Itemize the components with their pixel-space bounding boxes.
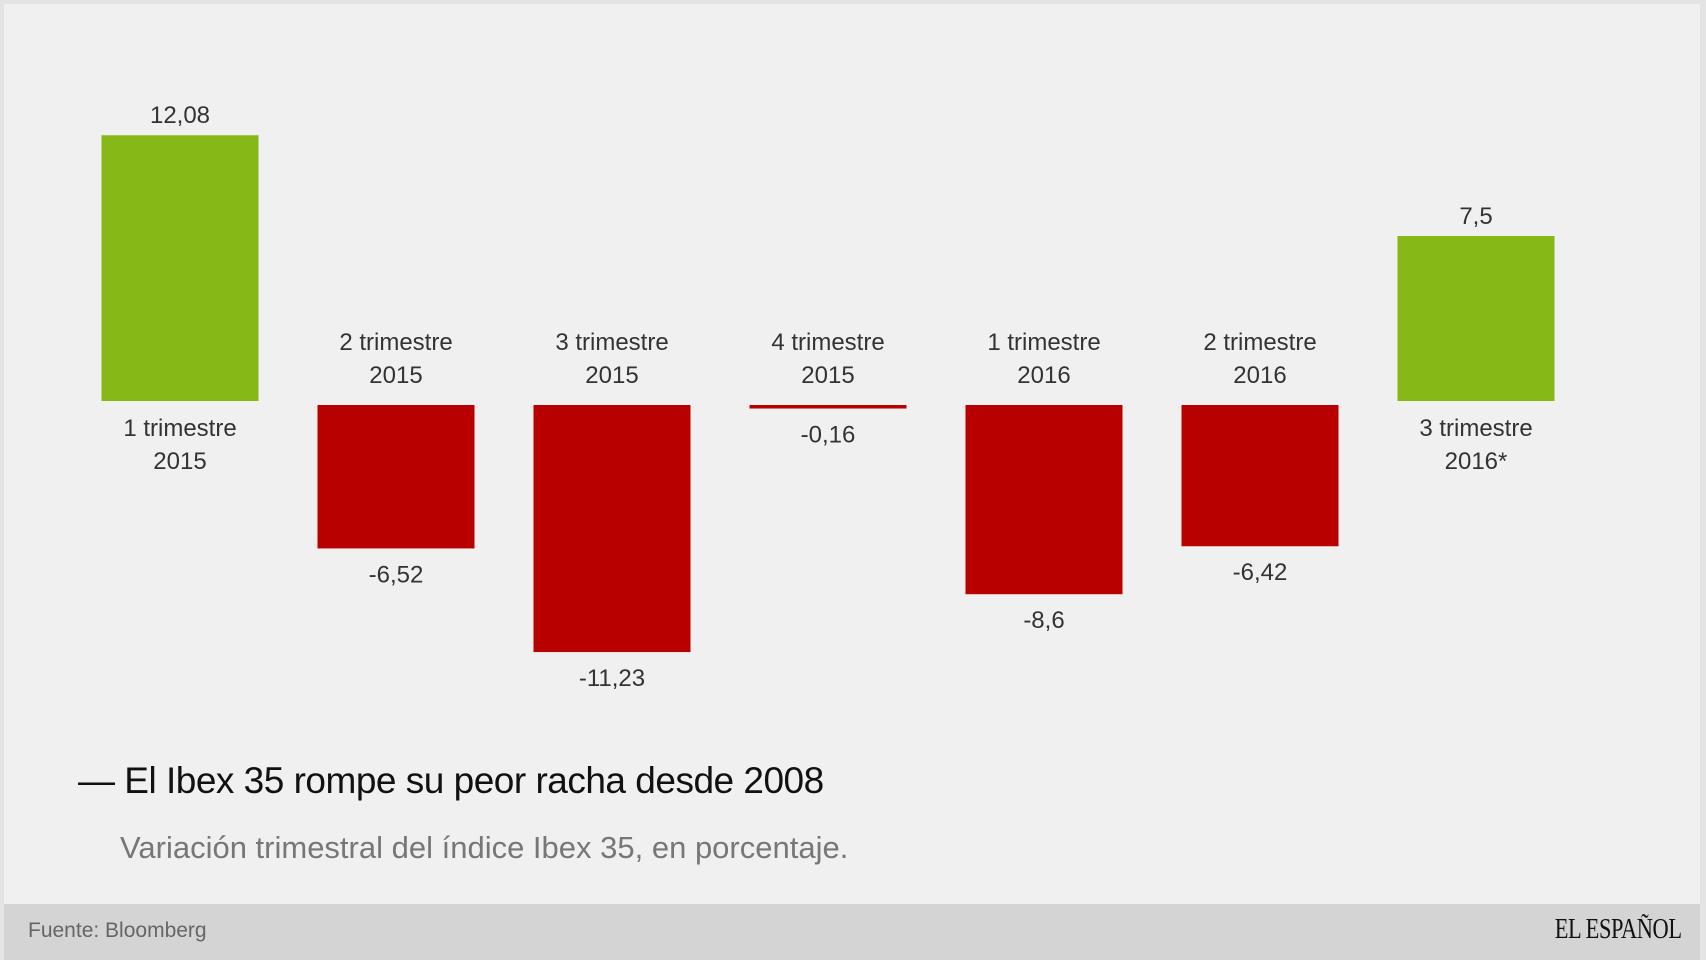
category-label: 3 trimestre	[555, 329, 668, 356]
category-label: 4 trimestre	[771, 329, 884, 356]
value-label: -0,16	[801, 422, 856, 449]
category-label: 2015	[801, 362, 854, 389]
bar-3	[533, 405, 691, 653]
chart-panel: 12,08 1 trimestre 2015 2 trimestre 2015 -6,52…	[4, 4, 1700, 904]
value-label: -6,52	[369, 561, 424, 588]
bar-2	[317, 405, 475, 549]
value-label: 12,08	[150, 102, 210, 129]
value-label: -6,42	[1233, 559, 1288, 586]
category-label: 2016	[1017, 362, 1070, 389]
category-label: 1 trimestre	[123, 415, 236, 442]
category-label: 2015	[153, 448, 206, 475]
bar-5	[965, 405, 1123, 595]
category-label: 3 trimestre	[1419, 415, 1532, 442]
bar-chart: 12,08 1 trimestre 2015 2 trimestre 2015 -6,52…	[101, 102, 1555, 692]
chart-title: — El Ibex 35 rompe su peor racha desde 2…	[78, 760, 824, 801]
source-note: Fuente: Bloomberg	[28, 919, 207, 942]
footer: Fuente: Bloomberg EL ESPAÑOL	[4, 904, 1700, 960]
bar-1	[101, 135, 259, 402]
chart-subtitle: Variación trimestral del índice Ibex 35,…	[120, 830, 849, 865]
value-label: -11,23	[579, 665, 645, 692]
bar-6	[1181, 405, 1339, 547]
category-label: 2015	[369, 362, 422, 389]
value-label: 7,5	[1459, 203, 1492, 230]
el-espanol-logo: EL ESPAÑOL	[1555, 914, 1682, 945]
bar-4	[749, 405, 907, 409]
category-label: 2016*	[1445, 448, 1508, 475]
value-label: -8,6	[1023, 607, 1064, 634]
bar-7	[1397, 236, 1555, 401]
category-label: 1 trimestre	[987, 329, 1100, 356]
category-label: 2016	[1233, 362, 1286, 389]
category-label: 2 trimestre	[1203, 329, 1316, 356]
category-label: 2 trimestre	[339, 329, 452, 356]
category-label: 2015	[585, 362, 638, 389]
